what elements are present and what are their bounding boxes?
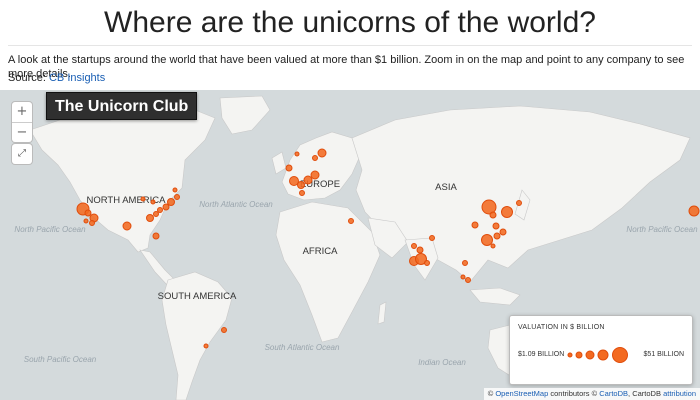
unicorn-marker[interactable] bbox=[289, 176, 299, 186]
page-description: A look at the startups around the world … bbox=[8, 54, 685, 80]
land-japan bbox=[514, 189, 531, 221]
zoom-out-button[interactable]: − bbox=[12, 122, 32, 142]
unicorn-marker[interactable] bbox=[174, 194, 180, 200]
unicorn-marker[interactable] bbox=[89, 220, 95, 226]
ocean-label-north-atlantic: North Atlantic Ocean bbox=[199, 200, 273, 209]
unicorn-marker[interactable] bbox=[317, 148, 327, 158]
unicorn-marker[interactable] bbox=[501, 206, 513, 218]
land-greenland bbox=[219, 95, 271, 135]
title-divider bbox=[8, 45, 692, 46]
map-attribution: © OpenStreetMap contributors © CartoDB, … bbox=[483, 388, 700, 400]
unicorn-marker[interactable] bbox=[481, 199, 497, 215]
unicorn-marker[interactable] bbox=[294, 151, 300, 157]
continent-label-south-america: SOUTH AMERICA bbox=[158, 291, 237, 302]
unicorn-marker[interactable] bbox=[429, 235, 435, 241]
unicorn-marker[interactable] bbox=[162, 203, 170, 211]
unicorn-marker[interactable] bbox=[310, 170, 320, 180]
cartodb-link[interactable]: CartoDB bbox=[599, 389, 629, 398]
continent-label-africa: AFRICA bbox=[303, 246, 339, 257]
unicorn-marker[interactable] bbox=[153, 211, 159, 217]
ocean-label-indian: Indian Ocean bbox=[418, 358, 466, 367]
legend-max-label: $51 BILLION bbox=[643, 351, 684, 358]
ocean-label-north-pacific-east: North Pacific Ocean bbox=[626, 225, 698, 234]
unicorn-marker[interactable] bbox=[146, 214, 154, 222]
unicorn-marker[interactable] bbox=[83, 218, 89, 224]
land-africa bbox=[275, 201, 381, 343]
unicorn-marker[interactable] bbox=[492, 222, 500, 230]
unicorn-marker[interactable] bbox=[150, 199, 156, 205]
legend-dot-xl bbox=[612, 347, 628, 363]
unicorn-marker[interactable] bbox=[140, 196, 146, 202]
unicorn-marker[interactable] bbox=[489, 211, 497, 219]
ocean-label-south-atlantic: South Atlantic Ocean bbox=[265, 343, 340, 352]
unicorn-marker[interactable] bbox=[493, 232, 501, 240]
legend-dot-l bbox=[597, 349, 609, 361]
unicorn-marker[interactable] bbox=[157, 207, 163, 213]
unicorn-marker[interactable] bbox=[285, 164, 293, 172]
unicorn-marker[interactable] bbox=[415, 253, 427, 265]
land-uk bbox=[271, 151, 287, 175]
valuation-legend: VALUATION IN $ BILLION $1.09 BILLION $51… bbox=[509, 315, 693, 385]
unicorn-marker[interactable] bbox=[152, 232, 160, 240]
unicorn-marker[interactable] bbox=[516, 200, 522, 206]
legend-dot-xs bbox=[567, 352, 573, 358]
legend-title: VALUATION IN $ BILLION bbox=[518, 324, 605, 331]
unicorn-map[interactable]: North Atlantic Ocean North Pacific Ocean… bbox=[0, 90, 700, 400]
unicorn-marker[interactable] bbox=[465, 277, 471, 283]
attribution-copyright: © bbox=[487, 389, 494, 398]
unicorn-marker[interactable] bbox=[481, 234, 493, 246]
unicorn-marker[interactable] bbox=[167, 198, 175, 206]
land-se-asia bbox=[469, 287, 521, 306]
attribution-contributors: contributors © bbox=[550, 389, 598, 398]
land-south-america bbox=[161, 271, 233, 400]
zoom-in-button[interactable]: + bbox=[16, 104, 28, 119]
legend-dot-s bbox=[575, 351, 583, 359]
zoom-control: + − bbox=[12, 102, 32, 142]
ocean-label-north-pacific-west: North Pacific Ocean bbox=[14, 225, 86, 234]
unicorn-marker[interactable] bbox=[416, 246, 424, 254]
unicorn-marker[interactable] bbox=[203, 343, 209, 349]
attribution-link[interactable]: attribution bbox=[663, 389, 696, 398]
unicorn-marker[interactable] bbox=[411, 243, 417, 249]
unicorn-marker[interactable] bbox=[172, 187, 178, 193]
continent-label-europe: EUROPE bbox=[300, 179, 340, 190]
unicorn-marker[interactable] bbox=[299, 190, 305, 196]
land-madagascar bbox=[377, 301, 387, 325]
unicorn-marker[interactable] bbox=[348, 218, 354, 224]
source-link[interactable]: CB Insights bbox=[48, 72, 106, 84]
legend-min-label: $1.09 BILLION bbox=[518, 351, 565, 358]
continent-label-asia: ASIA bbox=[435, 182, 457, 193]
unicorn-marker[interactable] bbox=[122, 221, 132, 231]
unicorn-marker[interactable] bbox=[688, 205, 700, 217]
unicorn-marker[interactable] bbox=[424, 260, 430, 266]
ocean-label-south-pacific: South Pacific Ocean bbox=[24, 355, 97, 364]
unicorn-marker[interactable] bbox=[471, 221, 479, 229]
unicorn-marker[interactable] bbox=[460, 274, 466, 280]
unicorn-marker[interactable] bbox=[84, 209, 92, 217]
legend-scale bbox=[567, 347, 628, 363]
unicorn-marker[interactable] bbox=[312, 155, 318, 161]
unicorn-marker[interactable] bbox=[462, 260, 468, 266]
fullscreen-icon[interactable]: ⤢ bbox=[12, 144, 32, 164]
unicorn-marker[interactable] bbox=[221, 327, 227, 333]
source-line: Source: CB Insights bbox=[8, 72, 105, 84]
source-prefix: Source: bbox=[8, 72, 46, 84]
unicorn-marker[interactable] bbox=[490, 243, 496, 249]
osm-link[interactable]: OpenStreetMap bbox=[495, 389, 549, 398]
attribution-carto-suffix: , CartoDB bbox=[628, 389, 661, 398]
unicorn-marker[interactable] bbox=[297, 181, 305, 189]
unicorn-marker[interactable] bbox=[499, 228, 507, 236]
continent-label-north-america: NORTH AMERICA bbox=[86, 195, 166, 206]
club-badge: The Unicorn Club bbox=[46, 92, 198, 120]
land-arabia bbox=[367, 217, 409, 259]
legend-dot-m bbox=[585, 350, 595, 360]
page-title: Where are the unicorns of the world? bbox=[104, 6, 596, 39]
unicorn-marker[interactable] bbox=[303, 175, 313, 185]
